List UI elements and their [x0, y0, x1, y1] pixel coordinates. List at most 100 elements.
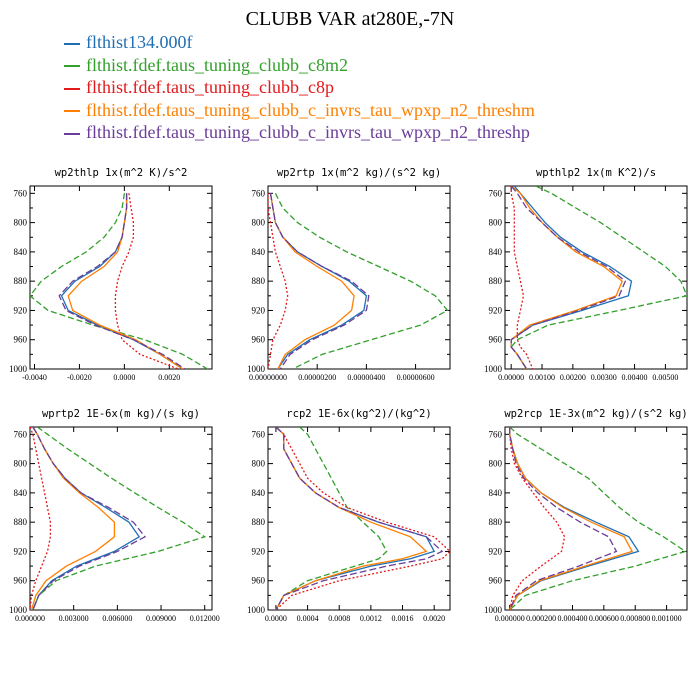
y-tick-label: 800 [14, 218, 28, 228]
series-line [32, 427, 207, 610]
chart-panel: wprtp2 1E-6x(m kg)/(s kg) 760 800 840 880 920… [9, 408, 220, 623]
legend-label: flthist.fdef.taus_tuning_clubb_c8p [86, 77, 334, 97]
series-line [510, 186, 623, 369]
series-line [275, 427, 436, 610]
x-tick-label: 0.000400 [557, 614, 587, 623]
y-tick-label: 840 [489, 488, 503, 498]
series-line [114, 193, 179, 369]
x-tick-label: -0.0040 [22, 373, 47, 382]
y-tick-label: 960 [489, 576, 503, 586]
series-line [30, 193, 208, 369]
series-line [67, 193, 184, 369]
y-tick-label: 880 [489, 517, 503, 527]
x-tick-label: 0.000000 [495, 614, 525, 623]
chart-title: wp2rtp 1x(m^2 kg)/(s^2 kg) [277, 167, 441, 179]
y-tick-label: 760 [14, 429, 28, 439]
x-tick-label: 0.0000 [113, 373, 135, 382]
x-tick-label: 0.00100 [529, 373, 555, 382]
y-tick-label: 800 [252, 218, 266, 228]
legend-swatch [64, 65, 80, 68]
figure-title: CLUBB VAR at280E,-7N [245, 8, 455, 30]
series-line [275, 427, 388, 610]
series-line [58, 193, 186, 369]
x-tick-label: 0.003000 [59, 614, 89, 623]
legend-swatch [64, 132, 80, 135]
series-line [60, 193, 184, 369]
y-tick-label: 840 [14, 488, 28, 498]
x-tick-label: 0.00000600 [397, 373, 435, 382]
chart-panel: wpthlp2 1x(m K^2)/s 760 800 840 880 920 960 100… [484, 167, 688, 382]
plot-frame [267, 185, 451, 370]
series-line [510, 186, 687, 369]
y-tick-label: 880 [14, 276, 28, 286]
chart-title: rcp2 1E-6x(kg^2)/(kg^2) [286, 408, 431, 420]
series-line [275, 427, 428, 610]
x-tick-label: 0.00300 [591, 373, 617, 382]
x-tick-label: 0.009000 [146, 614, 176, 623]
y-tick-label: 760 [252, 188, 266, 198]
x-tick-label: -0.0020 [67, 373, 92, 382]
legend-swatch [64, 87, 80, 90]
y-tick-label: 760 [252, 429, 266, 439]
series-line [274, 193, 449, 369]
chart-panel: wp2rcp 1E-3x(m^2 kg)/(s^2 kg)760 800 840 88… [484, 408, 688, 623]
plot-frame [267, 426, 451, 611]
legend-label: flthist134.000f [86, 32, 193, 52]
y-tick-label: 1000 [247, 605, 266, 615]
legend-label: flthist.fdef.taus_tuning_clubb_c_invrs_t… [86, 99, 535, 120]
legend-swatch [64, 42, 80, 45]
legend-item: flthist.fdef.taus_tuning_clubb_c_invrs_t… [64, 121, 535, 144]
x-tick-label: 0.00000000 [249, 373, 287, 382]
y-tick-label: 1000 [247, 364, 266, 374]
legend-item: flthist.fdef.taus_tuning_clubb_c8p [64, 76, 535, 99]
legend-item: flthist134.000f [64, 31, 535, 54]
y-tick-label: 800 [14, 459, 28, 469]
chart-panel: wp2rtp 1x(m^2 kg)/(s^2 kg) 760 800 840 880 92… [247, 167, 451, 382]
x-tick-label: 0.001000 [652, 614, 682, 623]
y-tick-label: 840 [14, 247, 28, 257]
x-tick-label: 0.00000400 [347, 373, 385, 382]
x-tick-label: 0.006000 [102, 614, 132, 623]
x-tick-label: 0.000200 [526, 614, 556, 623]
legend-label: flthist.fdef.taus_tuning_clubb_c_invrs_t… [86, 122, 530, 142]
legend: flthist134.000f flthist.fdef.taus_tuning… [64, 31, 535, 144]
chart-panel: wp2thlp 1x(m^2 K)/s^2 760 800 840 880 920 960 1… [9, 167, 213, 382]
series-line [510, 186, 534, 369]
y-tick-label: 880 [252, 276, 266, 286]
y-tick-label: 920 [14, 305, 28, 315]
y-tick-label: 920 [489, 546, 503, 556]
x-tick-label: 0.00400 [622, 373, 648, 382]
chart-title: wpthlp2 1x(m K^2)/s [536, 167, 656, 179]
y-tick-label: 800 [489, 459, 503, 469]
chart-panel: rcp2 1E-6x(kg^2)/(kg^2) 760 800 840 880 920 96… [247, 408, 451, 623]
y-tick-label: 840 [489, 247, 503, 257]
x-tick-label: 0.00000200 [298, 373, 336, 382]
plot-frame [504, 426, 688, 611]
chart-title: wp2rcp 1E-3x(m^2 kg)/(s^2 kg) [504, 408, 687, 420]
y-tick-label: 880 [489, 276, 503, 286]
series-line [269, 193, 370, 369]
x-tick-label: 0.0020 [423, 614, 445, 623]
legend-label: flthist.fdef.taus_tuning_clubb_c8m2 [86, 54, 348, 75]
plot-frame [504, 185, 688, 370]
series-line [268, 193, 289, 369]
y-tick-label: 800 [489, 218, 503, 228]
y-tick-label: 920 [252, 546, 266, 556]
series-line [30, 427, 116, 610]
x-tick-label: 0.00000 [498, 373, 524, 382]
y-tick-label: 760 [14, 188, 28, 198]
chart-title: wp2thlp 1x(m^2 K)/s^2 [55, 167, 188, 179]
series-line [509, 427, 687, 610]
series-line [275, 427, 444, 610]
x-tick-label: 0.0008 [328, 614, 350, 623]
y-tick-label: 960 [14, 335, 28, 345]
y-tick-label: 960 [14, 576, 28, 586]
x-tick-label: 0.000800 [620, 614, 650, 623]
x-tick-label: 0.000600 [589, 614, 619, 623]
y-tick-label: 760 [489, 188, 503, 198]
legend-item: flthist.fdef.taus_tuning_clubb_c8m2 [64, 54, 535, 77]
y-tick-label: 880 [252, 517, 266, 527]
y-tick-label: 960 [252, 576, 266, 586]
y-tick-label: 920 [252, 305, 266, 315]
